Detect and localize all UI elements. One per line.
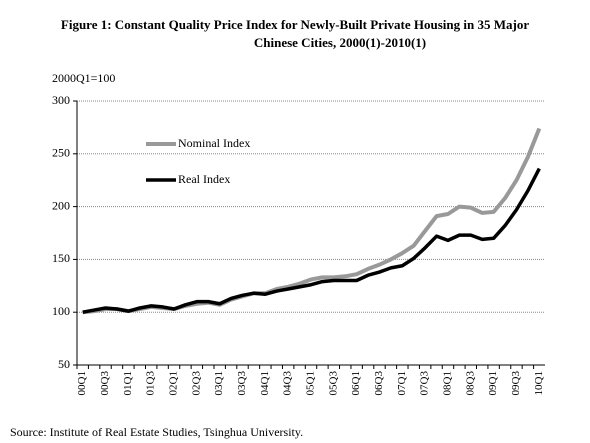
x-tick-label: 05Q1 — [305, 371, 317, 395]
y-tick-label: 50 — [58, 357, 70, 371]
x-tick-label: 01Q1 — [122, 371, 134, 395]
x-tick-label: 02Q3 — [190, 371, 202, 396]
x-tick-label: 07Q1 — [396, 371, 408, 395]
x-tick-label: 04Q3 — [282, 371, 294, 396]
x-tick-label: 08Q3 — [464, 371, 476, 396]
x-tick-label: 08Q1 — [442, 371, 454, 395]
chart-title: Chinese Cities, 2000(1)-2010(1) — [254, 35, 426, 50]
x-tick-label: 05Q3 — [327, 371, 339, 396]
y-tick-label: 150 — [52, 251, 70, 265]
x-tick-label: 09Q1 — [487, 371, 499, 395]
legend-label: Real Index — [178, 172, 230, 186]
data-line — [82, 167, 541, 314]
x-tick-label: 09Q3 — [510, 371, 522, 396]
y-axis-label: 2000Q1=100 — [52, 71, 115, 85]
x-tick-label: 10Q1 — [533, 371, 545, 395]
x-tick-label: 03Q3 — [236, 371, 248, 396]
source-note: Source: Institute of Real Estate Studies… — [10, 425, 303, 439]
y-tick-label: 300 — [52, 93, 70, 107]
y-tick-label: 250 — [52, 146, 70, 160]
x-tick-label: 06Q1 — [350, 371, 362, 395]
chart-title: Figure 1: Constant Quality Price Index f… — [61, 17, 529, 32]
x-tick-label: 01Q3 — [145, 371, 157, 396]
y-tick-label: 200 — [52, 198, 70, 212]
y-tick-label: 100 — [52, 304, 70, 318]
x-tick-label: 00Q3 — [99, 371, 111, 396]
x-tick-label: 02Q1 — [168, 371, 180, 395]
x-tick-label: 07Q3 — [419, 371, 431, 396]
legend-label: Nominal Index — [178, 136, 250, 150]
x-tick-label: 00Q1 — [76, 371, 88, 395]
x-tick-label: 04Q1 — [259, 371, 271, 395]
x-tick-label: 06Q3 — [373, 371, 385, 396]
x-tick-label: 03Q1 — [213, 371, 225, 395]
